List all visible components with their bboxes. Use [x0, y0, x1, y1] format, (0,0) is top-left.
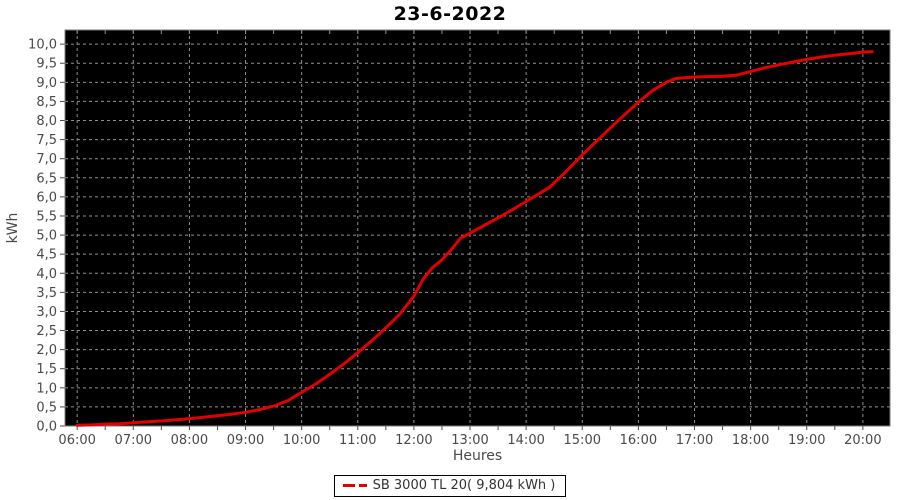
y-tick-label: 6,5: [36, 171, 57, 186]
y-axis-title: kWh: [5, 213, 21, 244]
y-tick-label: 10,0: [28, 38, 57, 53]
x-tick-label: 13:00: [451, 433, 488, 448]
y-tick-label: 1,5: [36, 362, 57, 377]
y-tick-label: 7,0: [36, 152, 57, 167]
plot-frame: [64, 29, 891, 427]
y-tick-label: 9,0: [36, 76, 57, 91]
x-tick-label: 19:00: [788, 433, 825, 448]
y-tick-label: 9,5: [36, 57, 57, 72]
y-tick-label: 0,5: [36, 400, 57, 415]
y-tick-label: 2,0: [36, 343, 57, 358]
y-tick-label: 2,5: [36, 324, 57, 339]
y-tick-label: 6,0: [36, 190, 57, 205]
y-tick-label: 7,5: [36, 133, 57, 148]
x-tick-label: 16:00: [620, 433, 657, 448]
x-tick-label: 11:00: [339, 433, 376, 448]
y-tick-label: 3,5: [36, 286, 57, 301]
x-tick-label: 15:00: [564, 433, 601, 448]
y-tick-label: 4,5: [36, 248, 57, 263]
y-tick-label: 1,0: [36, 381, 57, 396]
y-tick-label: 8,0: [36, 114, 57, 129]
y-tick-label: 3,0: [36, 305, 57, 320]
legend-series-label: SB 3000 TL 20( 9,804 kWh ): [372, 478, 556, 493]
x-tick-label: 07:00: [115, 433, 152, 448]
y-tick-label: 8,5: [36, 95, 57, 110]
series-line-swatch-icon: [342, 484, 367, 487]
x-tick-label: 08:00: [171, 433, 208, 448]
x-tick-label: 06:00: [58, 433, 95, 448]
y-tick-label: 5,0: [36, 229, 57, 244]
x-axis-title: Heures: [453, 448, 502, 464]
x-tick-label: 18:00: [732, 433, 769, 448]
x-tick-label: 14:00: [507, 433, 544, 448]
chart-title: 23-6-2022: [393, 3, 507, 25]
y-tick-label: 4,0: [36, 267, 57, 282]
y-tick-label: 5,5: [36, 209, 57, 224]
x-tick-label: 20:00: [844, 433, 881, 448]
x-tick-label: 17:00: [676, 433, 713, 448]
series-line: [75, 50, 874, 427]
x-tick-label: 09:00: [227, 433, 264, 448]
chart-legend: SB 3000 TL 20( 9,804 kWh ): [333, 475, 567, 497]
x-tick-label: 10:00: [283, 433, 320, 448]
y-tick-label: 0,0: [36, 420, 57, 435]
x-tick-label: 12:00: [395, 433, 432, 448]
